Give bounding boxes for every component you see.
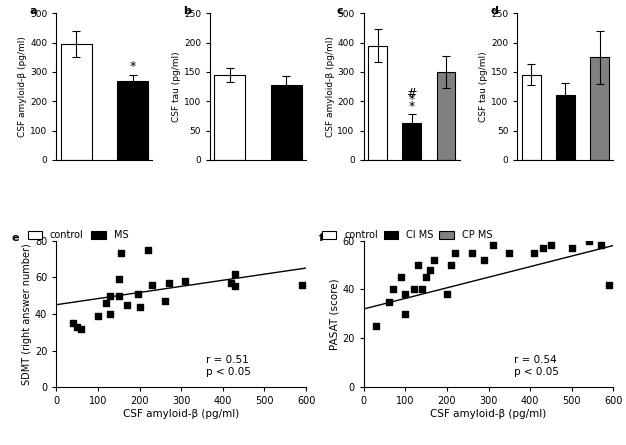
Point [133,290,143,297]
Point [105,292,115,299]
Text: f: f [319,233,324,243]
Point [450,249,460,256]
Bar [61,44,91,160]
Point [105,310,115,317]
Legend: control, CI MS, CP MS: control, CI MS, CP MS [318,227,496,244]
Point [160,297,170,304]
Y-axis label: CSF tau (pg/ml): CSF tau (pg/ml) [172,51,181,122]
Point [467,249,477,256]
Y-axis label: CSF amyloid-β (pg/ml): CSF amyloid-β (pg/ml) [18,36,28,137]
Legend: control, MS: control, MS [24,227,132,244]
Y-axis label: CSF tau (pg/ml): CSF tau (pg/ml) [480,51,488,122]
Point [396,274,406,281]
Text: #: # [406,87,417,100]
Y-axis label: CSF amyloid-β (pg/ml): CSF amyloid-β (pg/ml) [326,36,335,137]
Point [442,291,452,298]
Bar [522,75,541,160]
Point [147,281,157,288]
Text: *: * [409,93,415,106]
Bar [214,75,245,160]
X-axis label: CSF amyloid-β (pg/ml): CSF amyloid-β (pg/ml) [123,409,239,419]
Point [93,312,103,319]
Point [567,244,577,251]
Point [401,291,411,298]
Point [143,246,153,253]
Point [68,320,78,327]
Point [230,283,240,290]
Point [596,242,606,249]
Point [429,257,439,264]
Text: d: d [491,6,498,16]
Text: *: * [409,100,415,113]
Point [480,257,490,264]
Point [164,279,174,286]
Point [417,286,427,293]
Point [122,301,132,308]
Bar [117,81,148,160]
Point [388,286,398,293]
Point [413,261,423,268]
Point [604,281,614,288]
Y-axis label: PASAT (score): PASAT (score) [329,278,339,350]
Point [401,310,411,317]
Point [409,286,419,293]
Point [583,237,593,244]
Point [384,298,394,305]
Text: b: b [183,6,191,16]
Point [530,249,540,256]
Point [76,325,86,332]
Point [538,244,548,251]
X-axis label: CSF amyloid-β (pg/ml): CSF amyloid-β (pg/ml) [431,409,546,419]
Text: c: c [337,6,344,16]
Point [101,299,111,307]
Point [230,270,240,277]
Bar [368,45,387,160]
Bar [590,57,609,160]
Bar [403,123,421,160]
Point [421,274,431,281]
Bar [556,95,575,160]
Point [297,281,307,288]
Text: e: e [11,233,19,243]
Bar [436,72,456,160]
Point [446,261,456,268]
Point [114,275,124,283]
Point [546,242,556,249]
Point [114,292,124,299]
Point [505,249,515,256]
Text: r = 0.54
p < 0.05: r = 0.54 p < 0.05 [513,355,558,376]
Point [135,303,145,310]
Bar [270,85,302,160]
Point [226,279,236,286]
Point [116,250,126,257]
Point [488,242,498,249]
Point [371,323,381,330]
Point [425,266,435,273]
Point [180,277,190,284]
Y-axis label: SDMT (right answer number): SDMT (right answer number) [22,243,32,385]
Point [72,323,82,330]
Text: a: a [29,6,37,16]
Text: *: * [130,60,136,73]
Text: r = 0.51
p < 0.05: r = 0.51 p < 0.05 [206,355,251,376]
